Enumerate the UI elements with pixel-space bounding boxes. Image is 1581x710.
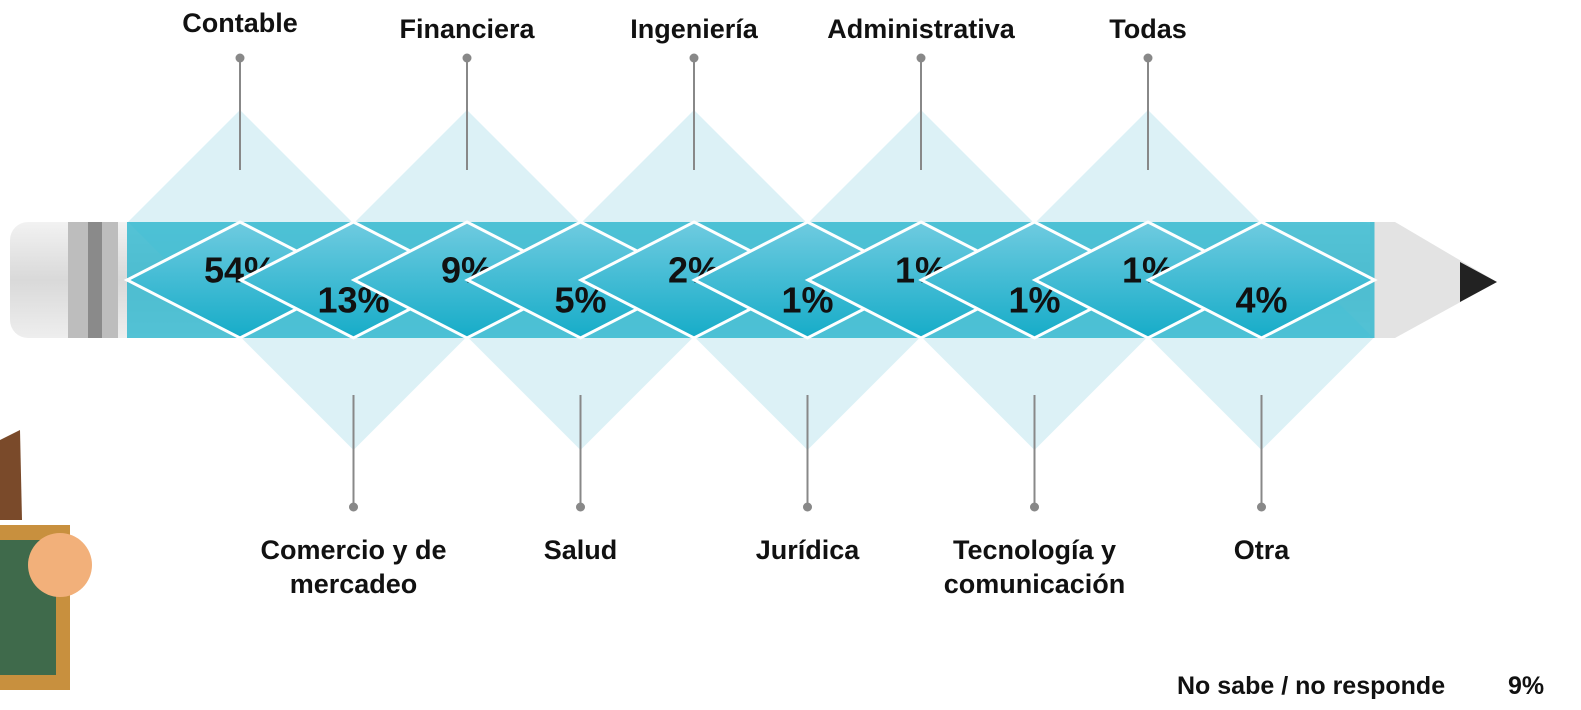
connector-dot (463, 54, 472, 63)
category-label: Financiera (352, 12, 582, 46)
category-label: Tecnología y comunicación (930, 533, 1140, 601)
page: 54%13%9%5%2%1%1%1%1%4% No sabe / no resp… (0, 0, 1581, 710)
note-value: 9% (1508, 672, 1544, 701)
connector-dot (1257, 503, 1266, 512)
category-label: Administrativa (806, 12, 1036, 46)
connector-dot (803, 503, 812, 512)
category-label: Salud (476, 533, 686, 567)
connector-dot (576, 503, 585, 512)
connector-dot (236, 54, 245, 63)
teacher-figure (0, 430, 92, 690)
category-label: Contable (125, 6, 355, 40)
connector-dot (349, 503, 358, 512)
category-label: Todas (1033, 12, 1263, 46)
connector-dot (1030, 503, 1039, 512)
note-label: No sabe / no responde (1177, 672, 1445, 701)
category-label: Jurídica (703, 533, 913, 567)
category-label: Ingeniería (579, 12, 809, 46)
connector-dot (917, 54, 926, 63)
category-label: Otra (1157, 533, 1367, 567)
category-label: Comercio y de mercadeo (249, 533, 459, 601)
connector-dot (1144, 54, 1153, 63)
connector-dot (690, 54, 699, 63)
chart: 54%13%9%5%2%1%1%1%1%4% (0, 0, 1581, 710)
value-label: 4% (1235, 280, 1287, 321)
